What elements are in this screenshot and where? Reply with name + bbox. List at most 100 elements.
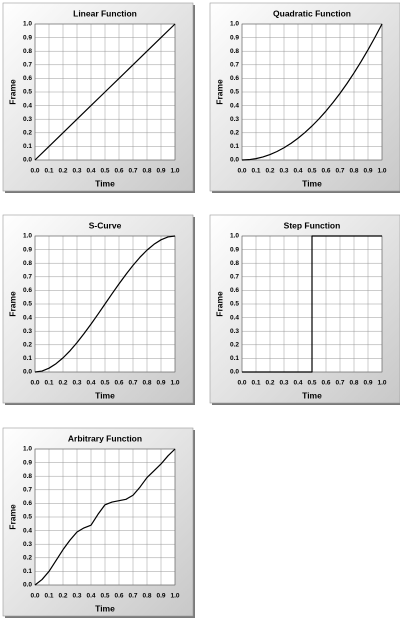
x-tick-label: 0.4 xyxy=(86,168,95,175)
x-tick-label: 0.9 xyxy=(156,593,165,600)
y-tick-label: 0.2 xyxy=(23,130,32,137)
y-tick-label: 0.1 xyxy=(230,143,239,150)
x-tick-label: 0.6 xyxy=(321,380,330,387)
line xyxy=(242,235,382,373)
x-tick-label: 0.2 xyxy=(265,380,274,387)
y-tick-label: 0.2 xyxy=(23,342,32,349)
y-tick-label: 0.7 xyxy=(230,62,239,69)
y-axis-label: Frame xyxy=(7,504,17,530)
y-tick-label: 0.2 xyxy=(230,342,239,349)
x-tick-label: 0.6 xyxy=(321,168,330,175)
x-tick-label: 0.8 xyxy=(142,380,151,387)
y-tick-label: 0.4 xyxy=(230,102,239,109)
x-tick-label: 1.0 xyxy=(170,593,179,600)
x-tick-label: 0.7 xyxy=(128,380,137,387)
x-tick-label: 0.4 xyxy=(86,593,95,600)
y-tick-label: 0.3 xyxy=(23,541,32,548)
x-tick-label: 0.8 xyxy=(142,168,151,175)
x-axis-label: Time xyxy=(95,178,115,188)
y-tick-label: 0.1 xyxy=(23,143,32,150)
x-tick-label: 0.7 xyxy=(128,593,137,600)
line xyxy=(241,23,383,161)
x-tick-label: 0.7 xyxy=(128,168,137,175)
y-tick-label: 0.5 xyxy=(230,89,239,96)
y-tick-label: 0.5 xyxy=(23,89,32,96)
y-tick-label: 0.0 xyxy=(23,582,32,589)
y-tick-label: 0.1 xyxy=(230,355,239,362)
x-tick-label: 0.4 xyxy=(86,380,95,387)
y-tick-label: 0.0 xyxy=(230,369,239,376)
x-tick-label: 0.7 xyxy=(335,168,344,175)
x-tick-label: 0.9 xyxy=(156,168,165,175)
x-axis-label: Time xyxy=(95,603,115,613)
y-tick-label: 0.9 xyxy=(230,34,239,41)
y-tick-label: 0.9 xyxy=(23,34,32,41)
x-tick-label: 0.0 xyxy=(30,168,39,175)
chart-title: Arbitrary Function xyxy=(68,433,142,443)
chart-panel: 0.0 0.1 0.2 0.3 0.4 0.5 0.6 0.7 0.8 0.9 1.0 0.0 0.1 0… xyxy=(2,2,195,193)
x-tick-label: 0.6 xyxy=(114,380,123,387)
y-tick-label: 0.4 xyxy=(23,102,32,109)
y-tick-label: 0.5 xyxy=(230,301,239,308)
y-tick-label: 0.7 xyxy=(230,274,239,281)
y-tick-label: 0.2 xyxy=(230,130,239,137)
y-tick-label: 1.0 xyxy=(23,233,32,240)
x-tick-label: 0.6 xyxy=(114,168,123,175)
y-tick-label: 0.4 xyxy=(23,314,32,321)
x-tick-label: 1.0 xyxy=(377,168,386,175)
x-tick-label: 0.3 xyxy=(279,168,288,175)
x-tick-label: 0.2 xyxy=(58,168,67,175)
x-axis-label: Time xyxy=(302,390,322,400)
x-tick-label: 0.9 xyxy=(156,380,165,387)
x-tick-label: 0.3 xyxy=(72,380,81,387)
y-tick-label: 0.6 xyxy=(230,75,239,82)
y-tick-label: 0.5 xyxy=(23,514,32,521)
plot-frame xyxy=(34,23,176,161)
x-tick-label: 0.8 xyxy=(349,380,358,387)
y-tick-label: 1.0 xyxy=(23,21,32,28)
y-tick-label: 0.8 xyxy=(230,48,239,55)
y-tick-label: 0.9 xyxy=(23,459,32,466)
x-tick-label: 0.1 xyxy=(44,593,53,600)
y-tick-label: 0.0 xyxy=(23,157,32,164)
line xyxy=(34,235,176,373)
y-tick-label: 0.6 xyxy=(23,287,32,294)
x-tick-label: 0.8 xyxy=(349,168,358,175)
x-axis-label: Time xyxy=(302,178,322,188)
plot-frame xyxy=(241,23,383,161)
y-tick-label: 0.3 xyxy=(230,328,239,335)
x-tick-label: 0.9 xyxy=(363,380,372,387)
chart-title: Quadratic Function xyxy=(273,8,351,18)
y-axis-label: Frame xyxy=(214,79,224,105)
x-tick-label: 0.3 xyxy=(279,380,288,387)
x-tick-label: 1.0 xyxy=(170,168,179,175)
y-tick-label: 0.8 xyxy=(23,473,32,480)
x-tick-label: 0.0 xyxy=(237,380,246,387)
x-tick-label: 0.5 xyxy=(100,380,109,387)
y-tick-label: 0.1 xyxy=(23,355,32,362)
y-tick-label: 0.3 xyxy=(23,116,32,123)
y-tick-label: 0.0 xyxy=(23,369,32,376)
y-tick-label: 0.6 xyxy=(23,75,32,82)
x-tick-label: 0.5 xyxy=(100,593,109,600)
x-tick-label: 0.3 xyxy=(72,593,81,600)
y-tick-label: 0.5 xyxy=(23,301,32,308)
y-tick-label: 0.9 xyxy=(23,246,32,253)
x-tick-label: 0.4 xyxy=(293,168,302,175)
x-tick-label: 0.2 xyxy=(58,593,67,600)
y-tick-label: 0.2 xyxy=(23,555,32,562)
x-tick-label: 0.6 xyxy=(114,593,123,600)
x-tick-label: 0.5 xyxy=(100,168,109,175)
y-tick-label: 0.7 xyxy=(23,274,32,281)
y-tick-label: 0.8 xyxy=(230,260,239,267)
y-axis-label: Frame xyxy=(7,291,17,317)
x-tick-label: 0.0 xyxy=(237,168,246,175)
chart-title: Linear Function xyxy=(73,8,137,18)
chart-title: Step Function xyxy=(284,220,341,230)
x-tick-label: 0.7 xyxy=(335,380,344,387)
chart-panel: 0.0 0.1 0.2 0.3 0.4 0.5 0.6 0.7 0.8 0.9 1.0 0.0 0.1 0… xyxy=(2,427,195,618)
y-axis-label: Frame xyxy=(214,291,224,317)
y-tick-label: 0.7 xyxy=(23,62,32,69)
x-tick-label: 0.4 xyxy=(293,380,302,387)
